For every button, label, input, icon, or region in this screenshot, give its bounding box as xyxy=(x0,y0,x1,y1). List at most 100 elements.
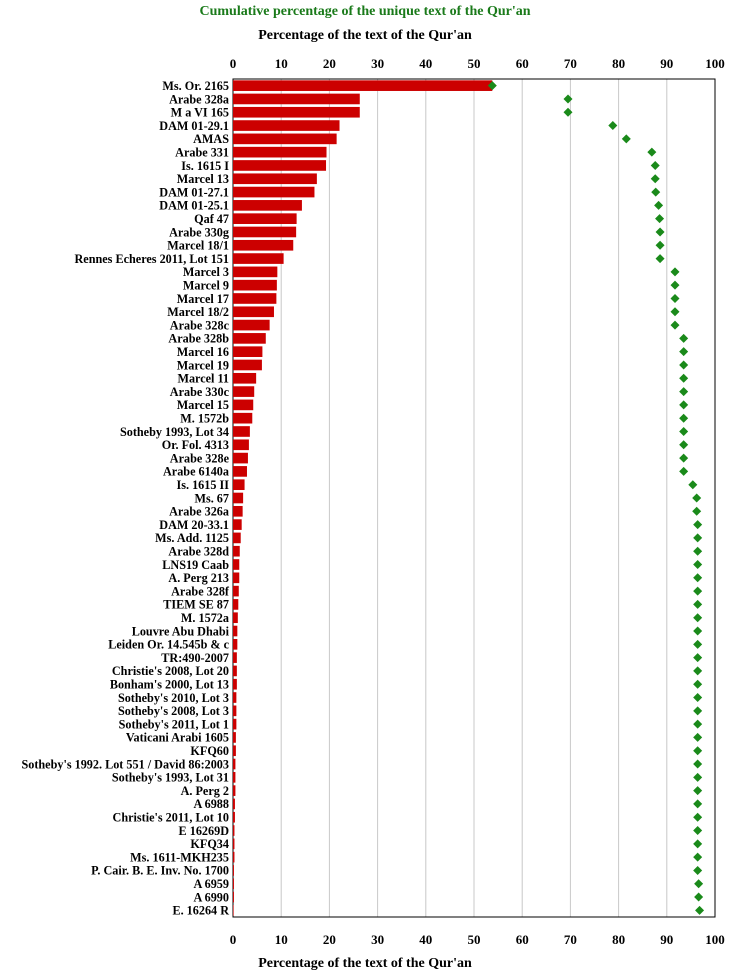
x-tick-label-bottom: 100 xyxy=(705,932,725,947)
bar xyxy=(233,825,235,836)
bar xyxy=(233,705,237,717)
bar xyxy=(233,359,262,371)
cumulative-marker xyxy=(693,759,703,769)
bar xyxy=(233,732,236,743)
bar xyxy=(233,865,234,876)
category-label: Arabe 328f xyxy=(171,584,230,598)
category-label: DAM 01-25.1 xyxy=(159,199,229,213)
bar xyxy=(233,891,234,903)
category-label: A 6988 xyxy=(193,797,229,811)
chart-title: Cumulative percentage of the unique text… xyxy=(199,4,531,19)
cumulative-marker xyxy=(693,560,703,570)
x-tick-label-bottom: 10 xyxy=(275,932,288,947)
category-label: Sotheby's 2011, Lot 1 xyxy=(119,717,229,731)
x-tick-label-bottom: 70 xyxy=(564,932,577,947)
bar xyxy=(233,665,237,677)
cumulative-marker xyxy=(693,786,703,796)
bar xyxy=(233,93,360,105)
category-label: Arabe 328b xyxy=(168,332,229,346)
x-tick-label-bottom: 60 xyxy=(516,932,529,947)
category-label: AMAS xyxy=(193,132,229,146)
bar xyxy=(233,492,244,504)
x-tick-label-top: 100 xyxy=(705,56,725,71)
category-label: Christie's 2011, Lot 10 xyxy=(113,811,229,825)
bar xyxy=(233,213,297,224)
x-tick-label-top: 50 xyxy=(468,56,481,71)
bar xyxy=(233,106,360,118)
x-tick-label-top: 70 xyxy=(564,56,577,71)
cumulative-marker xyxy=(693,839,703,849)
cumulative-marker xyxy=(693,746,703,756)
cumulative-marker xyxy=(679,413,689,423)
category-label: Ms. Add. 1125 xyxy=(155,531,229,545)
x-tick-label-bottom: 30 xyxy=(371,932,384,947)
category-label: TIEM SE 87 xyxy=(163,598,229,612)
cumulative-marker xyxy=(692,506,702,516)
bar xyxy=(233,372,257,384)
cumulative-marker xyxy=(655,227,665,237)
x-tick-label-top: 90 xyxy=(660,56,673,71)
cumulative-marker xyxy=(693,653,703,663)
bar xyxy=(233,426,250,437)
bar xyxy=(233,120,340,131)
bar xyxy=(233,878,234,890)
category-label: A. Perg 213 xyxy=(168,571,229,585)
category-label: Ms. Or. 2165 xyxy=(162,79,229,93)
category-label: Ms. 67 xyxy=(194,491,229,505)
cumulative-marker xyxy=(693,812,703,822)
bar xyxy=(233,412,253,424)
cumulative-marker xyxy=(679,426,689,436)
category-label: Leiden Or. 14.545b & c xyxy=(108,638,229,652)
bar xyxy=(233,80,493,91)
bar xyxy=(233,146,327,158)
category-label: Marcel 11 xyxy=(177,372,229,386)
bar xyxy=(233,333,266,344)
category-label: Sotheby's 1993, Lot 31 xyxy=(112,771,229,785)
bar xyxy=(233,479,245,491)
x-tick-label-top: 20 xyxy=(323,56,336,71)
category-label: M. 1572b xyxy=(180,411,229,425)
bar xyxy=(233,612,238,624)
bar xyxy=(233,160,327,171)
category-label: A 6959 xyxy=(193,877,229,891)
bar xyxy=(233,745,236,757)
cumulative-marker xyxy=(693,706,703,716)
cumulative-marker xyxy=(650,174,660,184)
category-label: TR:490-2007 xyxy=(161,651,229,665)
category-label: KFQ60 xyxy=(190,744,229,758)
cumulative-marker xyxy=(563,94,573,104)
cumulative-marker xyxy=(693,719,703,729)
bar xyxy=(233,532,241,544)
bar xyxy=(233,439,249,451)
category-label: Sotheby's 2008, Lot 3 xyxy=(118,704,229,718)
bar xyxy=(233,678,237,690)
category-label: P. Cair. B. E. Inv. No. 1700 xyxy=(91,864,229,878)
category-label: E 16269D xyxy=(179,824,230,838)
cumulative-marker xyxy=(692,493,702,503)
cumulative-marker xyxy=(655,240,665,250)
bar xyxy=(233,133,337,145)
category-label: Or. Fol. 4313 xyxy=(162,438,229,452)
category-label: Marcel 13 xyxy=(177,172,229,186)
x-tick-label-top: 80 xyxy=(612,56,625,71)
cumulative-marker xyxy=(693,693,703,703)
cumulative-marker xyxy=(487,81,497,91)
x-tick-label-bottom: 40 xyxy=(419,932,432,947)
bar xyxy=(233,186,315,198)
bar xyxy=(233,585,239,597)
cumulative-marker xyxy=(693,599,703,609)
bar xyxy=(233,266,278,278)
cumulative-marker xyxy=(693,865,703,875)
cumulative-marker xyxy=(670,307,680,317)
bar xyxy=(233,838,235,850)
bar xyxy=(233,200,302,211)
x-tick-label-top: 60 xyxy=(516,56,529,71)
cumulative-marker xyxy=(679,440,689,450)
bar xyxy=(233,386,255,397)
cumulative-marker xyxy=(647,147,657,157)
bar xyxy=(233,279,277,291)
cumulative-marker xyxy=(693,679,703,689)
category-label: Arabe 328c xyxy=(170,318,230,332)
